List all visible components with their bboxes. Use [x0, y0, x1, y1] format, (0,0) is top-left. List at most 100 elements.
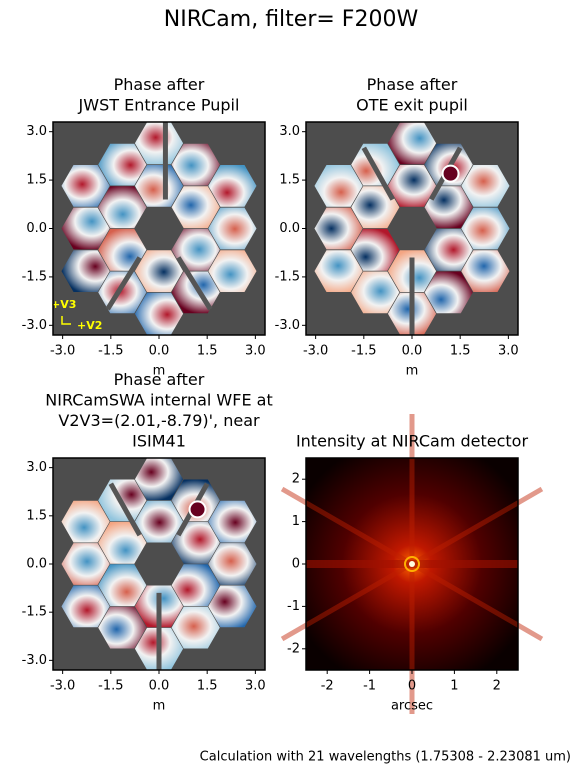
mirror-segment	[61, 207, 110, 250]
mirror-segment	[171, 143, 220, 186]
figure-title: NIRCam, filter= F200W	[164, 7, 419, 32]
segment-feature	[441, 164, 460, 183]
subplot-title: ISIM41	[132, 432, 186, 451]
mirror-segment	[134, 250, 184, 292]
mirror-segment	[208, 500, 257, 543]
y-tick-label: 0.0	[279, 221, 300, 236]
y-tick-label: 1.5	[26, 173, 47, 188]
psf-core	[409, 561, 415, 567]
central-obscuration	[387, 207, 437, 250]
y-tick-label: 3.0	[279, 124, 300, 139]
mirror-segment	[171, 228, 220, 271]
mirror-segment	[171, 564, 220, 607]
central-obscuration	[134, 543, 184, 585]
x-tick-label: -3.0	[50, 679, 75, 694]
mirror-segment	[61, 165, 110, 207]
mirror-segment	[208, 165, 257, 207]
mirror-segment	[61, 585, 110, 628]
x-tick-label: 3.0	[498, 344, 519, 359]
subplot: Phase after OTE exit pupil -3.0 -1.5 0.0 1.5 3…	[275, 75, 519, 379]
mirror-segment	[98, 606, 147, 649]
subplot-title: Phase after	[367, 75, 458, 94]
y-tick-label: 0.0	[26, 557, 47, 572]
mirror-segment	[134, 122, 184, 165]
subplot-title: Intensity at NIRCam detector	[296, 432, 529, 451]
x-tick-label: 0.0	[149, 679, 170, 694]
mirror-segment	[208, 585, 257, 628]
annotation: +V2	[77, 319, 102, 332]
y-tick-label: -3.0	[22, 318, 47, 333]
mirror-segment	[98, 228, 147, 271]
y-tick-label: -1.5	[22, 269, 47, 284]
y-tick-label: -3.0	[22, 653, 47, 668]
y-tick-label: 3.0	[26, 460, 47, 475]
y-tick-label: -1.5	[22, 605, 47, 620]
x-tick-label: -1	[363, 679, 376, 694]
strut	[105, 256, 142, 311]
y-tick-label: 0.0	[26, 221, 47, 236]
y-tick-label: -3.0	[275, 318, 300, 333]
mirror-segment	[314, 207, 363, 250]
x-tick-label: -1.5	[351, 344, 376, 359]
mirror-segment	[171, 606, 220, 649]
subplot-title: Phase after	[114, 370, 205, 389]
strut	[361, 146, 395, 201]
annotation-arrow	[61, 316, 71, 325]
mirror-segment	[98, 143, 147, 186]
mirror-segment	[208, 250, 257, 292]
mirror-segment	[387, 165, 437, 207]
subplot-title: JWST Entrance Pupil	[78, 96, 240, 115]
annotation: +V3	[51, 298, 76, 311]
y-tick-label: -2	[287, 641, 300, 656]
y-tick-label: 1	[292, 514, 300, 529]
mirror-segment	[314, 165, 363, 207]
psf-core-ring	[404, 556, 420, 572]
mirror-segment	[351, 186, 400, 229]
mirror-segment	[98, 564, 147, 607]
y-tick-label: 0	[292, 557, 300, 572]
mirror-segment	[208, 543, 257, 585]
x-axis-label: m	[153, 364, 166, 379]
mirror-segment	[134, 458, 184, 501]
strut	[176, 256, 213, 311]
footnote: Calculation with 21 wavelengths (1.75308…	[200, 750, 571, 765]
mirror-segment	[61, 543, 110, 585]
x-tick-label: 0	[408, 679, 416, 694]
mirror-segment	[61, 250, 110, 292]
mirror-segment	[351, 271, 400, 314]
mirror-segment	[134, 292, 184, 335]
subplot: +V3+V2 Phase after JWST Entrance Pupil -3.0…	[22, 75, 266, 379]
x-tick-label: 2	[493, 679, 501, 694]
mirror-segment	[424, 228, 473, 271]
mirror-segment	[134, 165, 184, 207]
x-tick-label: 1.5	[450, 344, 471, 359]
x-axis-label: m	[406, 364, 419, 379]
mirror-segment	[424, 186, 473, 229]
mirror-segment	[424, 271, 473, 314]
subplot-title: NIRCamSWA internal WFE at	[45, 391, 272, 410]
mirror-segment	[171, 186, 220, 229]
mirror-segment	[208, 207, 257, 250]
y-tick-label: 3.0	[26, 124, 47, 139]
x-tick-label: 3.0	[245, 679, 266, 694]
mirror-segment	[351, 228, 400, 271]
x-tick-label: -3.0	[50, 344, 75, 359]
x-tick-label: -3.0	[303, 344, 328, 359]
mirror-segment	[98, 521, 147, 564]
mirror-segment	[171, 521, 220, 564]
y-tick-label: -1.5	[275, 269, 300, 284]
mirror-segment	[387, 122, 437, 165]
x-tick-label: -2	[321, 679, 334, 694]
x-tick-label: -1.5	[98, 344, 123, 359]
x-tick-label: -1.5	[98, 679, 123, 694]
strut	[108, 482, 142, 537]
x-tick-label: 0.0	[149, 344, 170, 359]
mirror-segment	[61, 500, 110, 543]
x-tick-label: 0.0	[402, 344, 423, 359]
mirror-segment	[314, 250, 363, 292]
x-tick-label: 1	[450, 679, 458, 694]
subplot-title: V2V3=(2.01,-8.79)', near	[58, 411, 260, 430]
y-tick-label: -1	[287, 599, 300, 614]
subplot-title: OTE exit pupil	[356, 96, 468, 115]
y-tick-label: 1.5	[279, 173, 300, 188]
